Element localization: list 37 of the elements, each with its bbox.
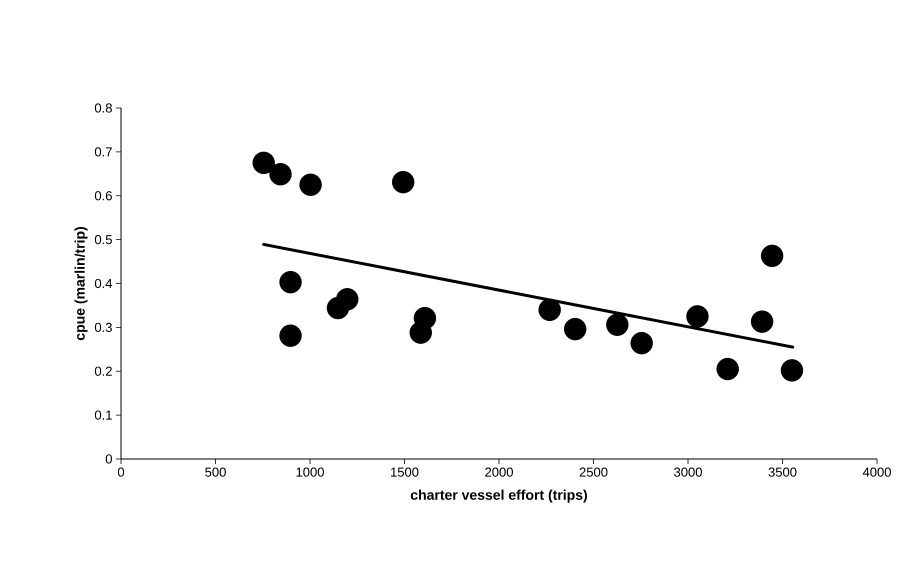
x-tick-label: 1000	[296, 468, 324, 477]
y-tick-label: 0	[106, 454, 112, 464]
x-tick-label: 3500	[768, 468, 796, 477]
y-tick-label: 0.4	[94, 278, 112, 288]
x-tick-label: 0	[118, 468, 124, 477]
point	[760, 244, 784, 268]
x-tick-label: 4000	[862, 468, 891, 477]
y-tick-label: 0.5	[94, 235, 112, 244]
point	[414, 306, 436, 330]
point	[686, 305, 709, 328]
point	[716, 358, 739, 380]
y-tick-label: 0.8	[94, 103, 112, 113]
x-tick-label: 500	[205, 468, 226, 477]
point	[630, 332, 653, 354]
point	[336, 288, 358, 310]
y-tick-label: 0.1	[94, 410, 112, 420]
x-tick-label: 1500	[391, 468, 418, 477]
y-tick-label: 0.3	[94, 322, 112, 332]
point	[750, 310, 774, 333]
y-tick-label: 0.7	[94, 147, 112, 156]
point	[279, 324, 302, 347]
point	[564, 318, 586, 340]
x-axis-title: charter vessel effort (trips)	[410, 490, 587, 503]
x-tick-label: 2000	[485, 468, 513, 477]
y-axis-title: cpue (marlin/trip)	[74, 227, 88, 340]
point	[538, 298, 561, 322]
y-tick-label: 0.6	[94, 191, 112, 200]
point	[299, 174, 322, 196]
point	[392, 170, 414, 194]
x-tick-label: 3000	[674, 468, 702, 477]
point	[269, 163, 292, 186]
point	[279, 270, 302, 294]
point	[780, 359, 804, 382]
point	[252, 152, 275, 174]
y-tick-label: 0.2	[94, 366, 112, 376]
x-tick-label: 2500	[580, 468, 608, 477]
point	[606, 314, 629, 336]
